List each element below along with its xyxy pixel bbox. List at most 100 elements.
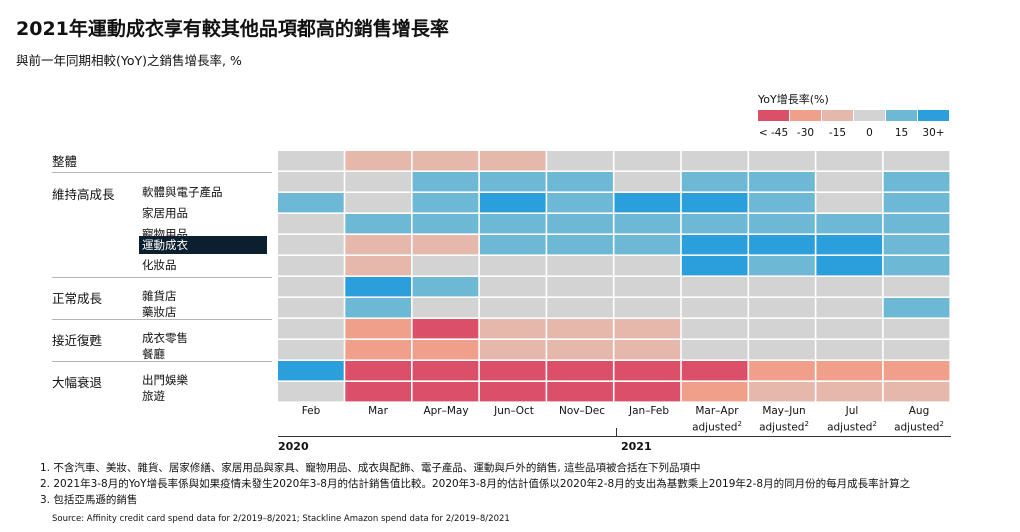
heatmap-cell: [681, 151, 748, 171]
heatmap-cell: [547, 151, 613, 171]
column-label: May–Jun adjusted2: [759, 405, 809, 434]
heatmap-cell: [412, 340, 479, 360]
heatmap-cell: [816, 214, 883, 234]
heatmap-cell: [749, 340, 815, 360]
heatmap-cell: [547, 340, 613, 360]
heatmap-cell: [614, 256, 681, 276]
heatmap-cell: [412, 361, 479, 381]
heatmap-cell: [278, 340, 344, 360]
heatmap-cell: [681, 214, 748, 234]
heatmap-cell: [278, 382, 344, 402]
group-divider: [52, 172, 272, 173]
heatmap-cell: [547, 235, 613, 255]
heatmap-cell: [345, 256, 411, 276]
heatmap-cell: [883, 151, 950, 171]
row-label: 雜貨店: [142, 289, 177, 303]
heatmap-cell: [883, 340, 950, 360]
footnote: 3. 包括亞馬遜的銷售: [40, 494, 138, 506]
group-label-high-growth: 維持高成長: [52, 187, 115, 202]
year-axis-line: [278, 436, 951, 437]
heatmap-cell: [816, 256, 883, 276]
year-axis-tick: [616, 428, 617, 437]
heatmap-cell: [412, 151, 479, 171]
heatmap-cell: [614, 172, 681, 192]
heatmap-cell: [614, 214, 681, 234]
heatmap-cell: [412, 382, 479, 402]
heatmap-cell: [278, 214, 344, 234]
heatmap-cell: [749, 382, 815, 402]
heatmap-cell: [614, 235, 681, 255]
heatmap-cell: [749, 214, 815, 234]
heatmap-cell: [479, 319, 546, 339]
heatmap-cell: [681, 172, 748, 192]
legend-label: -15: [828, 127, 847, 139]
footnote: 2. 2021年3-8月的YoY增長率係與如果疫情未發生2020年3-8月的估計…: [40, 478, 911, 490]
heatmap-cell: [479, 298, 546, 318]
heatmap-cell: [278, 277, 344, 297]
legend-label: -30: [796, 127, 815, 139]
legend-swatch: [758, 110, 789, 121]
row-label: 家居用品: [142, 206, 188, 220]
heatmap-cell: [412, 256, 479, 276]
heatmap-cell: [278, 151, 344, 171]
row-label: 出門娛樂: [142, 373, 188, 387]
heatmap-cell: [816, 361, 883, 381]
heatmap-cell: [883, 361, 950, 381]
heatmap-cell: [883, 256, 950, 276]
heatmap-cell: [345, 193, 411, 213]
heatmap-cell: [412, 277, 479, 297]
legend-swatch: [918, 110, 949, 121]
heatmap-cell: [816, 382, 883, 402]
heatmap-cell: [816, 277, 883, 297]
row-label-highlighted: 運動成衣: [139, 236, 267, 254]
heatmap-cell: [278, 193, 344, 213]
heatmap-cell: [345, 172, 411, 192]
heatmap-cell: [345, 298, 411, 318]
heatmap-cell: [614, 277, 681, 297]
heatmap-cell: [278, 235, 344, 255]
column-label: Jan–Feb: [628, 405, 670, 417]
group-label-overall: 整體: [52, 154, 78, 169]
legend-label: 30+: [922, 127, 945, 139]
heatmap-cell: [412, 235, 479, 255]
heatmap-cell: [614, 193, 681, 213]
row-label: 餐廳: [142, 347, 165, 361]
group-divider: [52, 277, 272, 278]
heatmap-cell: [547, 277, 613, 297]
heatmap-cell: [681, 382, 748, 402]
group-label-near-recovery: 接近復甦: [52, 333, 103, 348]
heatmap-cell: [681, 319, 748, 339]
heatmap-cell: [479, 382, 546, 402]
legend-swatch: [790, 110, 821, 121]
heatmap-cell: [681, 361, 748, 381]
heatmap-cell: [883, 298, 950, 318]
legend-title: YoY增長率(%): [758, 93, 829, 106]
legend-label: 0: [866, 127, 873, 139]
heatmap-cell: [547, 256, 613, 276]
heatmap-cell: [749, 298, 815, 318]
heatmap-cell: [614, 151, 681, 171]
heatmap-cell: [345, 214, 411, 234]
group-label-steep-decline: 大幅衰退: [52, 375, 103, 390]
column-label: Apr–May: [423, 405, 469, 417]
heatmap-cell: [278, 361, 344, 381]
column-label: Feb: [301, 405, 321, 417]
heatmap-cell: [278, 319, 344, 339]
column-label: Nov–Dec: [558, 405, 606, 417]
heatmap-cell: [479, 361, 546, 381]
heatmap-cell: [479, 340, 546, 360]
group-label-normal-growth: 正常成長: [52, 291, 103, 306]
group-divider: [52, 319, 272, 320]
heatmap-cell: [345, 382, 411, 402]
chart-subtitle: 與前一年同期相較(YoY)之銷售增長率, %: [16, 53, 242, 68]
heatmap-cell: [547, 172, 613, 192]
heatmap-cell: [479, 214, 546, 234]
chart-title: 2021年運動成衣享有較其他品項都高的銷售增長率: [16, 18, 449, 40]
column-label: Mar–Apr adjusted2: [692, 405, 742, 434]
heatmap-cell: [412, 319, 479, 339]
heatmap-cell: [614, 361, 681, 381]
legend-label: 15: [894, 127, 909, 139]
heatmap-cell: [749, 172, 815, 192]
column-label: Aug adjusted2: [894, 405, 944, 434]
